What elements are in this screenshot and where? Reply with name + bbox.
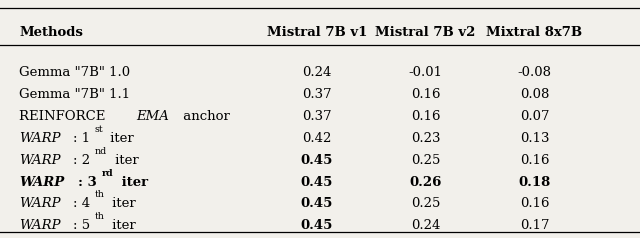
Text: : 3: : 3 — [77, 176, 97, 188]
Text: WARP: WARP — [19, 154, 61, 167]
Text: 0.23: 0.23 — [411, 132, 440, 145]
Text: 0.45: 0.45 — [301, 219, 333, 232]
Text: 0.37: 0.37 — [302, 88, 332, 101]
Text: 0.16: 0.16 — [411, 88, 440, 101]
Text: -0.01: -0.01 — [408, 66, 443, 79]
Text: iter: iter — [116, 176, 148, 188]
Text: 0.07: 0.07 — [520, 110, 549, 123]
Text: Gemma "7B" 1.0: Gemma "7B" 1.0 — [19, 66, 131, 79]
Text: th: th — [95, 190, 105, 199]
Text: Methods: Methods — [19, 26, 83, 39]
Text: 0.42: 0.42 — [302, 132, 332, 145]
Text: 0.16: 0.16 — [520, 154, 549, 167]
Text: WARP: WARP — [19, 132, 61, 145]
Text: 0.17: 0.17 — [520, 219, 549, 232]
Text: st: st — [95, 125, 104, 134]
Text: WARP: WARP — [19, 198, 61, 210]
Text: Gemma "7B" 1.1: Gemma "7B" 1.1 — [19, 88, 131, 101]
Text: iter: iter — [111, 154, 138, 167]
Text: 0.45: 0.45 — [301, 154, 333, 167]
Text: Mistral 7B v1: Mistral 7B v1 — [267, 26, 367, 39]
Text: 0.18: 0.18 — [518, 176, 550, 188]
Text: 0.08: 0.08 — [520, 88, 549, 101]
Text: rd: rd — [102, 169, 113, 178]
Text: iter: iter — [108, 219, 135, 232]
Text: : 4: : 4 — [73, 198, 90, 210]
Text: Mistral 7B v2: Mistral 7B v2 — [376, 26, 476, 39]
Text: th: th — [95, 212, 105, 221]
Text: 0.26: 0.26 — [410, 176, 442, 188]
Text: REINFORCE: REINFORCE — [19, 110, 110, 123]
Text: 0.45: 0.45 — [301, 198, 333, 210]
Text: iter: iter — [108, 198, 135, 210]
Text: WARP: WARP — [19, 176, 65, 188]
Text: iter: iter — [106, 132, 134, 145]
Text: anchor: anchor — [179, 110, 229, 123]
Text: 0.24: 0.24 — [302, 66, 332, 79]
Text: : 1: : 1 — [73, 132, 90, 145]
Text: 0.16: 0.16 — [411, 110, 440, 123]
Text: Mixtral 8x7B: Mixtral 8x7B — [486, 26, 582, 39]
Text: 0.45: 0.45 — [301, 176, 333, 188]
Text: 0.24: 0.24 — [411, 219, 440, 232]
Text: -0.08: -0.08 — [517, 66, 552, 79]
Text: 0.25: 0.25 — [411, 198, 440, 210]
Text: : 5: : 5 — [73, 219, 90, 232]
Text: 0.37: 0.37 — [302, 110, 332, 123]
Text: 0.16: 0.16 — [520, 198, 549, 210]
Text: nd: nd — [95, 147, 107, 156]
Text: WARP: WARP — [19, 219, 61, 232]
Text: 0.25: 0.25 — [411, 154, 440, 167]
Text: : 2: : 2 — [73, 154, 90, 167]
Text: EMA: EMA — [136, 110, 169, 123]
Text: 0.13: 0.13 — [520, 132, 549, 145]
